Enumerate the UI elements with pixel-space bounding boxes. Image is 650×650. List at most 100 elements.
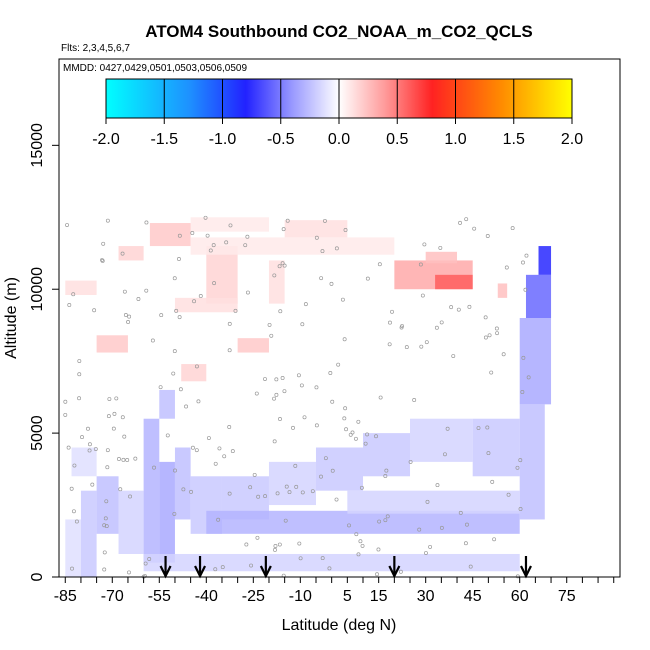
sample-point (105, 218, 110, 223)
sample-point (245, 234, 250, 239)
sample-point (248, 485, 253, 490)
sample-point (198, 294, 203, 298)
sample-point (458, 220, 462, 225)
arrow-head (519, 565, 532, 579)
heatmap-cell (159, 461, 175, 563)
arrow-head (388, 565, 401, 579)
sample-point (365, 432, 370, 437)
sample-point (172, 276, 177, 281)
sample-point (172, 511, 177, 516)
sample-point (490, 479, 495, 484)
sample-point (314, 235, 319, 240)
heatmap-cells (65, 217, 552, 577)
sample-point (526, 375, 531, 380)
sample-point (322, 218, 327, 223)
sample-point (458, 510, 463, 515)
sample-point (203, 215, 208, 220)
sample-point (77, 396, 82, 401)
sample-point (171, 371, 176, 376)
heatmap-cell (206, 510, 520, 534)
sample-point (128, 494, 133, 499)
sample-point (463, 541, 468, 546)
sample-point (181, 487, 186, 492)
sample-point (356, 552, 361, 557)
colorbar-tick-label: -1.0 (209, 131, 237, 148)
x-tick-label: 60 (511, 588, 529, 605)
sample-point (385, 514, 390, 519)
chart-title: ATOM4 Southbound CO2_NOAA_m_CO2_QCLS (145, 22, 533, 41)
sample-point (282, 389, 287, 394)
sample-point (256, 494, 261, 499)
sample-point (274, 377, 279, 382)
sample-point (255, 535, 260, 540)
sample-point (263, 377, 267, 381)
sample-point (194, 448, 199, 453)
sample-point (348, 432, 353, 437)
sample-point (504, 265, 509, 270)
heatmap-cell (363, 433, 411, 477)
arrow-head (159, 565, 172, 579)
sample-point (192, 299, 197, 304)
x-tick-label: -25 (242, 588, 265, 605)
heatmap-cell (425, 251, 458, 264)
sample-point (230, 449, 235, 454)
sample-point (244, 542, 249, 547)
sample-point (142, 573, 147, 578)
sample-point (105, 465, 110, 470)
sample-point (77, 359, 82, 363)
sample-point (412, 398, 417, 402)
sample-point (377, 262, 382, 267)
sample-point (515, 574, 520, 579)
sample-point (472, 226, 477, 231)
sample-point (375, 572, 379, 577)
sample-point (506, 492, 511, 497)
sample-point (269, 333, 274, 338)
heatmap-cell (315, 447, 364, 491)
sample-point (359, 485, 364, 490)
sample-point (408, 459, 413, 464)
colorbar-ticks: -2.0 -1.5 -1.0 -0.5 0.0 0.5 1.0 1.5 2.0 (92, 79, 583, 148)
heatmap-cell (268, 260, 285, 304)
sample-point (296, 373, 301, 378)
sample-point (314, 385, 319, 390)
sample-point (72, 463, 77, 468)
sample-point (93, 447, 98, 452)
sample-point (107, 397, 112, 401)
sample-point (282, 263, 287, 268)
heatmap-cell (65, 280, 97, 295)
sample-point (451, 354, 456, 358)
colorbar-tick-label: -0.5 (267, 131, 295, 148)
sample-point (334, 246, 339, 251)
sample-point (189, 489, 194, 494)
sample-point (118, 487, 123, 492)
sample-point (468, 564, 473, 569)
sample-point (495, 331, 500, 336)
x-tick-label: -10 (289, 588, 312, 605)
sample-points (63, 215, 531, 579)
x-tick-label: 75 (558, 588, 576, 605)
sample-point (291, 425, 295, 430)
sample-point (127, 570, 131, 575)
sample-point (376, 547, 381, 552)
heatmap-cell (268, 461, 316, 506)
colorbar-tick-label: 1.5 (503, 131, 525, 148)
sample-point (272, 439, 277, 444)
sample-point (220, 565, 225, 570)
sample-point (70, 566, 74, 571)
sample-point (303, 302, 308, 307)
sample-point (404, 345, 409, 350)
heatmap-cell (181, 364, 207, 382)
heatmap-cell (174, 447, 191, 520)
sample-point (274, 392, 279, 397)
sample-point (347, 523, 351, 528)
sample-point (434, 325, 439, 330)
sample-point (177, 315, 182, 320)
sample-point (172, 349, 177, 354)
sample-point (342, 337, 347, 342)
y-tick-label: 0 (29, 572, 46, 581)
sample-point (104, 524, 109, 529)
heatmap-cell (435, 274, 473, 290)
sample-point (342, 416, 347, 421)
sample-point (417, 527, 422, 532)
sample-point (300, 322, 305, 327)
